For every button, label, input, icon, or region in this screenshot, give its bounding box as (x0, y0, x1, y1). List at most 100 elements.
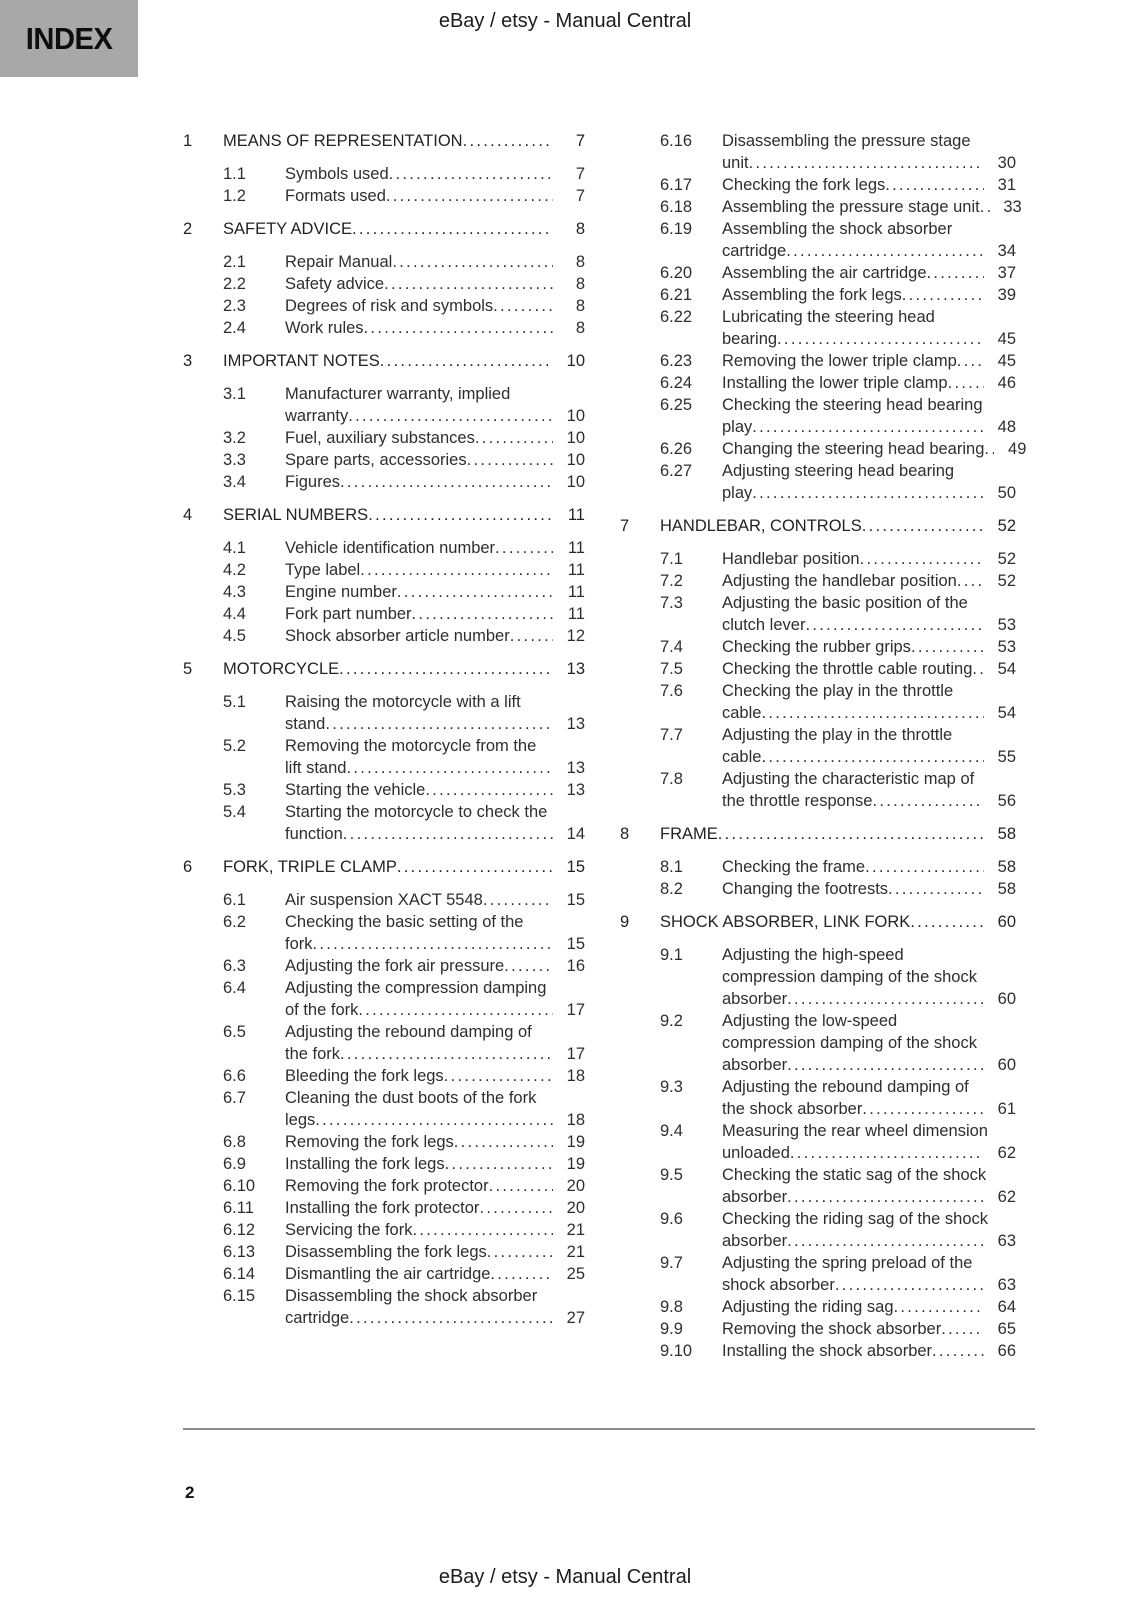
toc-entry-page: 61 (997, 1100, 1016, 1118)
toc-entry-title: Removing the shock absorber (722, 1320, 942, 1338)
toc-entry-title: Disassembling the shock absorber (285, 1287, 538, 1305)
toc-entry-title: Adjusting steering head bearing (722, 462, 955, 480)
toc-entry-title: Figures (285, 473, 341, 491)
toc-entry: 6.24 Installing the lower triple clamp 46 (620, 372, 1016, 394)
toc-entry-title: Checking the frame (722, 858, 866, 876)
toc-entry-page: 50 (997, 484, 1016, 502)
toc-entry-number: 3.4 (223, 473, 246, 491)
toc-entry: 4.2 Type label 11 (183, 559, 585, 581)
toc-entry-page: 8 (575, 319, 585, 337)
toc-entry-page: 30 (997, 154, 1016, 172)
dot-leader (340, 1043, 553, 1065)
toc-entry-title: Fuel, auxiliary substances (285, 429, 475, 447)
toc-entry-number: 4.1 (223, 539, 246, 557)
toc-entry-number: 7.8 (660, 770, 683, 788)
toc-entry: 9.1 Adjusting the high-speed compression d… (620, 944, 1016, 1010)
toc-entry: 6.12 Servicing the fork 21 (183, 1219, 585, 1241)
toc-entry-page: 10 (566, 429, 585, 447)
dot-leader (980, 196, 990, 218)
toc-entry: 6.2 Checking the basic setting of the fork… (183, 911, 585, 955)
toc-entry-number: 5.4 (223, 803, 246, 821)
toc-entry-page: 62 (997, 1144, 1016, 1162)
dot-leader (343, 823, 553, 845)
toc-entry-page: 11 (567, 561, 585, 579)
toc-entry-title: Checking the play in the throttle (722, 682, 954, 700)
toc-entry: 9.5 Checking the static sag of the shock a… (620, 1164, 1016, 1208)
toc-entry-page: 64 (997, 1298, 1016, 1316)
toc-entry: 6.16 Disassembling the pressure stage unit… (620, 130, 1016, 174)
toc-entry: 5 MOTORCYCLE 13 (183, 658, 585, 680)
toc-entry-page: 63 (997, 1232, 1016, 1250)
toc-entry: 7.1 Handlebar position 52 (620, 548, 1016, 570)
toc-entry-title: Dismantling the air cartridge (285, 1265, 491, 1283)
toc-entry-title: Spare parts, accessories (285, 451, 467, 469)
toc-entry: 6.22 Lubricating the steering head bearing… (620, 306, 1016, 350)
toc-entry-number: 7.4 (660, 638, 683, 656)
toc-entry-page: 8 (575, 297, 585, 315)
dot-leader (860, 548, 984, 570)
toc-entry: 6.25 Checking the steering head bearing pl… (620, 394, 1016, 438)
toc-entry: 5.3 Starting the vehicle 13 (183, 779, 585, 801)
toc-entry-number: 9.9 (660, 1320, 683, 1338)
dot-leader (862, 1098, 984, 1120)
dot-leader (475, 427, 553, 449)
toc-entry-title: MOTORCYCLE (223, 660, 340, 678)
toc-entry-page: 55 (997, 748, 1016, 766)
toc-entry-title: Adjusting the basic position of the (722, 594, 968, 612)
toc-entry-title: Adjusting the handlebar position (722, 572, 957, 590)
toc-entry-page: 13 (566, 660, 585, 678)
dot-leader (761, 702, 984, 724)
toc-entry-number: 6.8 (223, 1133, 246, 1151)
toc-entry-page: 46 (997, 374, 1016, 392)
dot-leader (384, 273, 553, 295)
toc-entry-number: 8.1 (660, 858, 683, 876)
toc-entry: 9.7 Adjusting the spring preload of the sh… (620, 1252, 1016, 1296)
toc-entry: 1.1 Symbols used 7 (183, 163, 585, 185)
toc-entry-number: 7 (620, 517, 630, 535)
toc-entry-title: Disassembling the fork legs (285, 1243, 487, 1261)
toc-entry-page: 52 (997, 572, 1016, 590)
toc-entry-number: 4.4 (223, 605, 246, 623)
toc-entry: 7.7 Adjusting the play in the throttle cab… (620, 724, 1016, 768)
toc-entry: 3.1 Manufacturer warranty, implied warrant… (183, 383, 585, 427)
toc-entry-page: 53 (997, 616, 1016, 634)
toc-entry-number: 6 (183, 858, 193, 876)
toc-entry-page: 34 (997, 242, 1016, 260)
toc-entry-title: Degrees of risk and symbols (285, 297, 494, 315)
page-number: 2 (185, 1483, 195, 1502)
toc-entry-number: 6.12 (223, 1221, 256, 1239)
toc-entry: 9.8 Adjusting the riding sag 64 (620, 1296, 1016, 1318)
dot-leader (941, 1318, 984, 1340)
toc-entry-page: 11 (567, 605, 585, 623)
toc-entry-number: 1.2 (223, 187, 246, 205)
toc-entry-page: 53 (997, 638, 1016, 656)
toc-entry-page: 15 (566, 858, 585, 876)
toc-entry: 6 FORK, TRIPLE CLAMP 15 (183, 856, 585, 878)
toc-entry-page: 16 (566, 957, 585, 975)
toc-entry: 9.4 Measuring the rear wheel dimension unl… (620, 1120, 1016, 1164)
toc-entry-title: Adjusting the fork air pressure (285, 957, 505, 975)
toc-entry-number: 3.3 (223, 451, 246, 469)
toc-entry-number: 6.13 (223, 1243, 256, 1261)
toc-entry-title: the fork (285, 1045, 341, 1063)
toc-entry: 9 SHOCK ABSORBER, LINK FORK 60 (620, 911, 1016, 933)
dot-leader (862, 515, 984, 537)
dot-leader (894, 1296, 984, 1318)
toc-entry-page: 62 (997, 1188, 1016, 1206)
toc-entry-title: SAFETY ADVICE (223, 220, 352, 238)
toc-entry-page: 45 (997, 352, 1016, 370)
toc-entry-page: 18 (566, 1067, 585, 1085)
toc-entry-title: Safety advice (285, 275, 385, 293)
toc-entry-title: Checking the basic setting of the (285, 913, 524, 931)
toc-entry-title: Fork part number (285, 605, 412, 623)
toc-entry-title: Checking the rubber grips (722, 638, 911, 656)
toc-entry: 7.5 Checking the throttle cable routing 54 (620, 658, 1016, 680)
toc-entry-title: Air suspension XACT 5548 (285, 891, 483, 909)
toc-entry-page: 60 (997, 1056, 1016, 1074)
toc-entry-title: Handlebar position (722, 550, 860, 568)
dot-leader (718, 823, 984, 845)
dot-leader (777, 328, 984, 350)
toc-entry: 6.13 Disassembling the fork legs 21 (183, 1241, 585, 1263)
toc-entry: 4.3 Engine number 11 (183, 581, 585, 603)
toc-entry-number: 7.6 (660, 682, 683, 700)
